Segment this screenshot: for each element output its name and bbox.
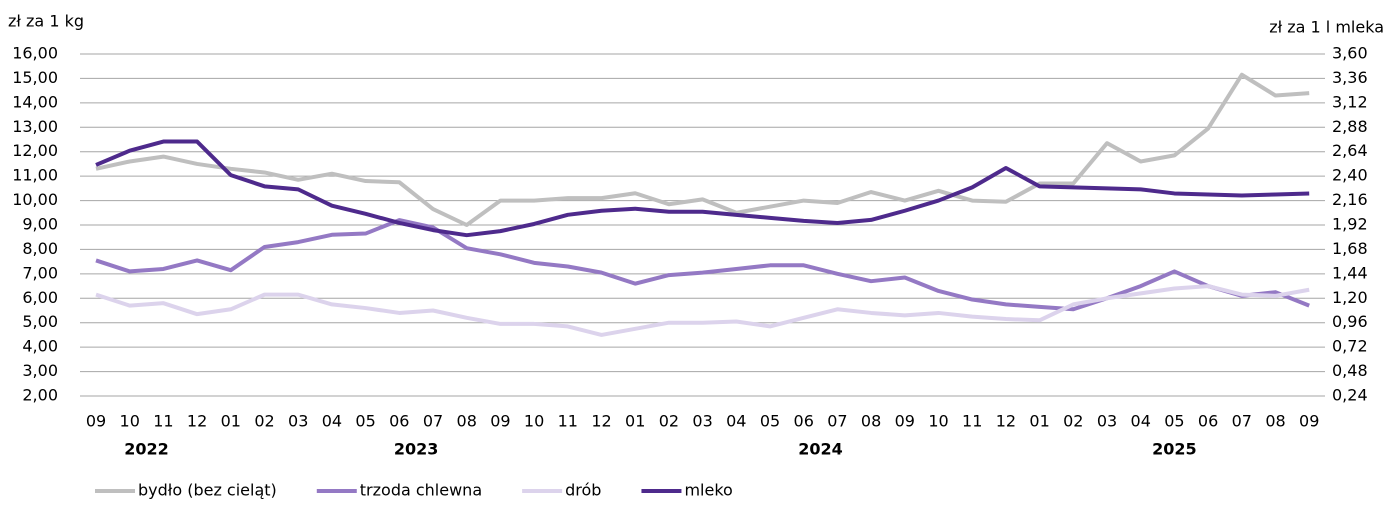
y2-tick-label: 1,20: [1332, 288, 1368, 307]
y-tick-label: 13,00: [12, 117, 58, 136]
y2-tick-label: 0,24: [1332, 386, 1368, 405]
x-tick-label: 09: [490, 412, 510, 431]
x-tick-label: 05: [760, 412, 780, 431]
series-line: [95, 72, 1310, 227]
y-tick-label: 4,00: [22, 337, 58, 356]
year-label: 2025: [1152, 440, 1197, 459]
year-label: 2024: [798, 440, 843, 459]
x-tick-label: 04: [322, 412, 342, 431]
y2-tick-label: 0,96: [1332, 312, 1368, 331]
y2-tick-label: 0,72: [1332, 337, 1368, 356]
y2-axis-title: zł za 1 l mleka: [1269, 18, 1384, 37]
y2-tick-label: 3,12: [1332, 92, 1368, 111]
x-tick-label: 11: [153, 412, 173, 431]
x-tick-label: 03: [692, 412, 712, 431]
x-tick-label: 02: [659, 412, 679, 431]
x-tick-label: 04: [1131, 412, 1151, 431]
y-tick-label: 14,00: [12, 92, 58, 111]
y-tick-label: 11,00: [12, 166, 58, 185]
y-tick-label: 12,00: [12, 141, 58, 160]
legend-label: drób: [565, 481, 601, 500]
legend-label: mleko: [684, 481, 732, 500]
y2-tick-label: 2,16: [1332, 190, 1368, 209]
x-tick-label: 06: [389, 412, 409, 431]
y2-tick-label: 2,40: [1332, 166, 1368, 185]
y2-tick-label: 2,64: [1332, 141, 1368, 160]
x-tick-label: 04: [726, 412, 746, 431]
y-tick-label: 15,00: [12, 68, 58, 87]
y2-tick-label: 2,88: [1332, 117, 1368, 136]
legend-label: bydło (bez cieląt): [138, 481, 277, 500]
y2-tick-label: 1,92: [1332, 215, 1368, 234]
x-tick-label: 09: [86, 412, 106, 431]
x-tick-label: 08: [457, 412, 477, 431]
y2-tick-label: 3,60: [1332, 44, 1368, 63]
x-tick-label: 07: [1232, 412, 1252, 431]
x-tick-label: 12: [996, 412, 1016, 431]
x-tick-label: 10: [928, 412, 948, 431]
series-line: [95, 284, 1310, 337]
x-tick-label: 06: [794, 412, 814, 431]
x-tick-label: 02: [1063, 412, 1083, 431]
y-tick-label: 6,00: [22, 288, 58, 307]
y2-tick-label: 1,68: [1332, 239, 1368, 258]
y2-tick-label: 1,44: [1332, 263, 1368, 282]
y-tick-label: 3,00: [22, 361, 58, 380]
x-tick-label: 09: [1299, 412, 1319, 431]
legend-label: trzoda chlewna: [360, 481, 482, 500]
year-label: 2023: [394, 440, 439, 459]
x-tick-label: 07: [423, 412, 443, 431]
x-tick-label: 12: [187, 412, 207, 431]
year-label: 2022: [124, 440, 169, 459]
x-tick-label: 03: [1097, 412, 1117, 431]
x-tick-label: 11: [962, 412, 982, 431]
x-tick-label: 06: [1198, 412, 1218, 431]
y-tick-label: 2,00: [22, 386, 58, 405]
x-tick-label: 01: [221, 412, 241, 431]
x-tick-label: 03: [288, 412, 308, 431]
y-tick-label: 8,00: [22, 239, 58, 258]
y-tick-label: 16,00: [12, 44, 58, 63]
y-tick-label: 7,00: [22, 263, 58, 282]
x-tick-label: 10: [524, 412, 544, 431]
y-tick-label: 9,00: [22, 215, 58, 234]
series-line: [95, 139, 1310, 238]
x-tick-label: 05: [1164, 412, 1184, 431]
x-tick-label: 05: [355, 412, 375, 431]
x-tick-label: 07: [827, 412, 847, 431]
y2-tick-label: 0,48: [1332, 361, 1368, 380]
y-tick-label: 10,00: [12, 190, 58, 209]
x-tick-label: 09: [895, 412, 915, 431]
x-tick-label: 08: [1265, 412, 1285, 431]
x-tick-label: 11: [558, 412, 578, 431]
x-tick-label: 01: [1029, 412, 1049, 431]
y2-tick-label: 3,36: [1332, 68, 1368, 87]
y-axis-title: zł za 1 kg: [8, 12, 84, 31]
y-tick-label: 5,00: [22, 312, 58, 331]
x-tick-label: 01: [625, 412, 645, 431]
x-tick-label: 02: [254, 412, 274, 431]
x-tick-label: 10: [120, 412, 140, 431]
x-tick-label: 12: [591, 412, 611, 431]
x-tick-label: 08: [861, 412, 881, 431]
